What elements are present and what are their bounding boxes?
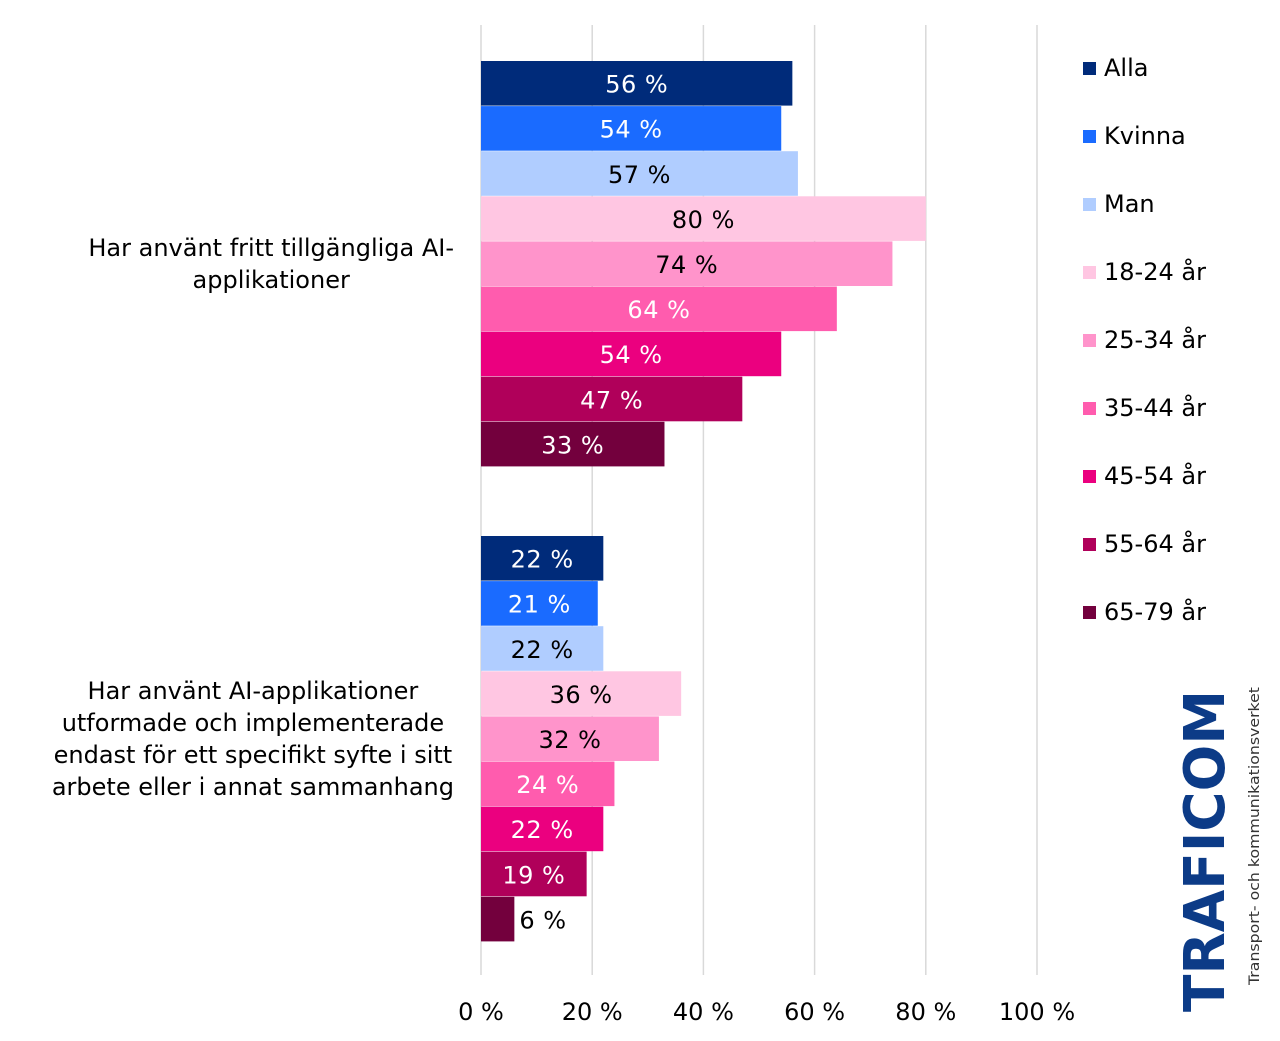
data-label: 80 % — [672, 206, 735, 234]
category-label-line: Har använt fritt tillgängliga AI- — [88, 234, 454, 262]
legend-label: Man — [1104, 190, 1155, 218]
x-tick-label: 20 % — [562, 998, 623, 1026]
x-tick-label: 80 % — [895, 998, 956, 1026]
bar-chart: 0 % 20 % 40 % 60 % 80 % 100 %56 %54 %57 %80 %… — [458, 25, 1075, 1026]
data-label: 6 % — [519, 906, 566, 934]
bar — [481, 196, 926, 241]
x-tick-label: 0 % — [458, 998, 504, 1026]
legend-label: 45-54 år — [1104, 462, 1206, 490]
category-label-line: arbete eller i annat sammanhang — [51, 773, 454, 801]
legend-swatch — [1083, 402, 1096, 415]
bar — [481, 761, 615, 807]
data-label: 54 % — [600, 341, 663, 369]
data-label: 19 % — [502, 861, 565, 889]
data-label: 47 % — [580, 386, 643, 414]
data-label: 33 % — [541, 431, 604, 459]
data-label: 24 % — [516, 771, 579, 799]
bar — [481, 806, 604, 852]
bar — [481, 671, 682, 716]
bar — [481, 331, 782, 377]
category-label-line: endast för ett specifikt syfte i sitt — [53, 741, 453, 769]
legend-item: 25-34 år — [1083, 324, 1206, 392]
legend-label: 18-24 år — [1104, 258, 1206, 286]
bar — [481, 896, 515, 942]
data-label: 21 % — [508, 591, 571, 619]
legend-swatch — [1083, 62, 1096, 75]
bar — [481, 536, 604, 581]
data-label: 36 % — [550, 681, 613, 709]
legend-swatch — [1083, 130, 1096, 143]
legend-label: 55-64 år — [1104, 530, 1206, 558]
bar — [481, 626, 604, 671]
data-label: 74 % — [655, 251, 718, 279]
legend-item: 18-24 år — [1083, 256, 1206, 324]
bar — [481, 716, 659, 761]
category-label-line: applikationer — [192, 266, 350, 294]
x-tick-label: 60 % — [784, 998, 845, 1026]
data-label: 64 % — [627, 296, 690, 324]
legend-swatch — [1083, 538, 1096, 551]
legend-swatch — [1083, 470, 1096, 483]
data-label: 22 % — [511, 546, 574, 574]
legend-item: 55-64 år — [1083, 528, 1206, 596]
svg-text:Transport- och kommunikationsv: Transport- och kommunikationsverket — [1247, 686, 1263, 986]
category-label-line: utformade och implementerade — [61, 709, 445, 737]
legend-label: 35-44 år — [1104, 394, 1206, 422]
category-label-line: Har använt AI-applikationer — [87, 677, 419, 705]
data-label: 57 % — [608, 161, 671, 189]
svg-text:TRAFICOM: TRAFICOM — [1180, 690, 1238, 1012]
legend-label: 25-34 år — [1104, 326, 1206, 354]
data-label: 56 % — [605, 71, 668, 99]
data-label: 32 % — [538, 726, 601, 754]
data-label: 22 % — [511, 636, 574, 664]
bar — [481, 241, 893, 286]
bar — [481, 851, 587, 897]
category-label-1: Har använt AI-applikationer utformade oc… — [52, 675, 454, 803]
x-tick-label: 40 % — [673, 998, 734, 1026]
legend-swatch — [1083, 198, 1096, 211]
bar — [481, 151, 798, 196]
data-label: 54 % — [600, 116, 663, 144]
legend-swatch — [1083, 606, 1096, 619]
legend-item: Alla — [1083, 52, 1206, 120]
traficom-logo: TRAFICOM Transport- och kommunikationsve… — [1180, 686, 1263, 1012]
legend-label: Alla — [1104, 54, 1149, 82]
bar — [481, 581, 598, 626]
bar — [481, 106, 782, 151]
x-tick-label: 100 % — [999, 998, 1075, 1026]
legend-label: Kvinna — [1104, 122, 1186, 150]
legend-item: Kvinna — [1083, 120, 1206, 188]
legend-item: 65-79 år — [1083, 596, 1206, 664]
legend-item: 45-54 år — [1083, 460, 1206, 528]
bar — [481, 61, 793, 106]
legend: Alla Kvinna Man 18-24 år 25-34 år 35-44 år 45-… — [1083, 52, 1206, 664]
legend-swatch — [1083, 266, 1096, 279]
legend-item: 35-44 år — [1083, 392, 1206, 460]
data-label: 22 % — [511, 816, 574, 844]
bar — [481, 286, 837, 332]
legend-item: Man — [1083, 188, 1206, 256]
bar — [481, 376, 743, 422]
legend-swatch — [1083, 334, 1096, 347]
category-label-0: Har använt fritt tillgängliga AI- applik… — [88, 232, 454, 296]
bar — [481, 421, 665, 467]
legend-label: 65-79 år — [1104, 598, 1206, 626]
